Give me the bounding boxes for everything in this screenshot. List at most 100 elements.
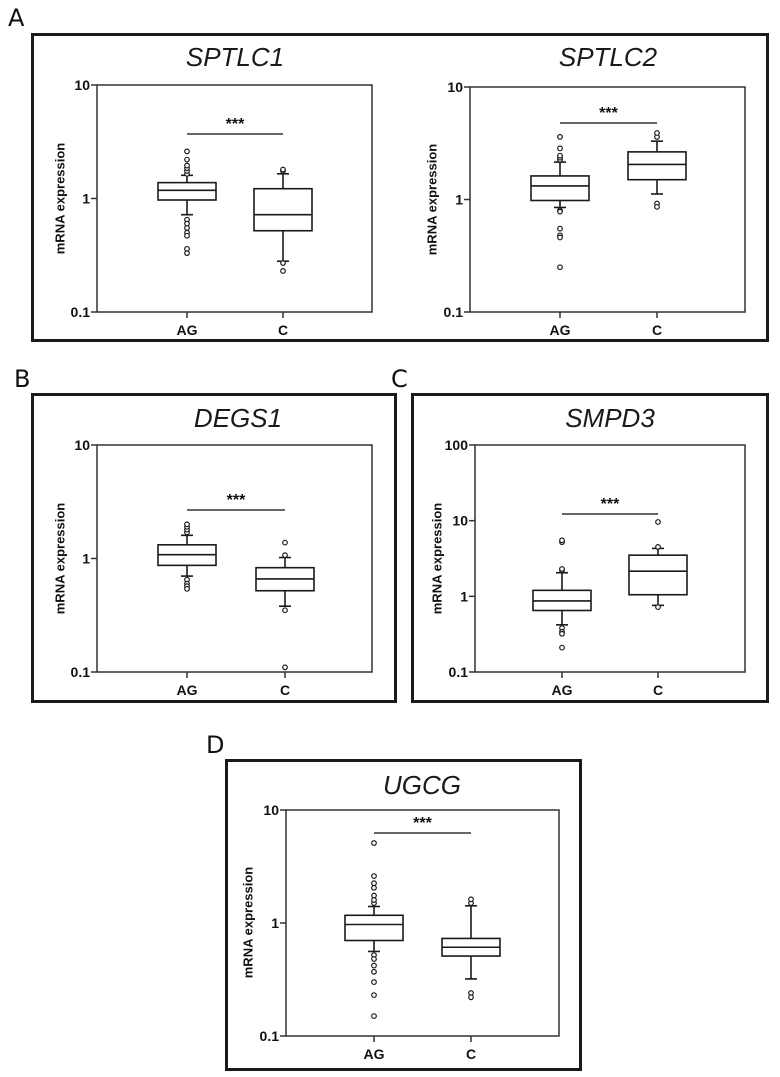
chart-title: SMPD3	[565, 403, 655, 433]
outlier-point	[557, 134, 563, 140]
box-c	[627, 130, 687, 210]
outlier-point	[184, 162, 190, 169]
outlier-point	[557, 145, 563, 152]
box-c	[441, 896, 501, 1001]
x-tick-label: AG	[364, 1046, 385, 1062]
outlier-point	[184, 585, 190, 592]
outlier-point	[655, 604, 661, 611]
y-tick-label: 0.1	[71, 664, 91, 680]
plot-area	[474, 444, 746, 673]
outlier-point	[371, 968, 377, 975]
significance-label: ***	[227, 492, 246, 509]
box-ag	[157, 148, 217, 257]
x-tick-label: C	[280, 682, 290, 698]
box-ag	[344, 840, 404, 1020]
outlier-point	[655, 519, 661, 525]
panel-b-frame	[31, 393, 397, 703]
outlier-point	[559, 644, 565, 651]
x-tick-label: AG	[177, 322, 198, 338]
outlier-point	[557, 234, 563, 241]
y-tick-label: 10	[263, 802, 279, 818]
significance-label: ***	[601, 496, 620, 513]
x-tick-label: AG	[177, 682, 198, 698]
chart-title: UGCG	[383, 770, 461, 800]
chart-title: SPTLC2	[558, 42, 658, 72]
outlier-point	[184, 521, 190, 528]
y-tick-label: 0.1	[71, 304, 91, 320]
y-tick-label: 100	[445, 437, 469, 453]
y-tick-label: 1	[82, 191, 90, 207]
y-tick-label: 1	[271, 915, 279, 931]
panel-d-frame	[225, 759, 582, 1071]
outlier-point	[371, 962, 377, 969]
outlier-point	[557, 208, 563, 215]
outlier-point	[371, 956, 377, 962]
outlier-point	[282, 539, 288, 546]
panel-letter-a: A	[8, 4, 25, 32]
y-tick-label: 1	[82, 551, 90, 567]
outlier-point	[184, 148, 190, 155]
outlier-point	[282, 552, 288, 559]
outlier-point	[654, 130, 660, 136]
box-ag	[530, 134, 590, 271]
outlier-point	[282, 664, 288, 671]
y-tick-label: 0.1	[449, 664, 469, 680]
outlier-point	[371, 1013, 377, 1020]
outlier-point	[654, 203, 660, 210]
panel-letter-c: C	[391, 365, 408, 393]
x-tick-label: C	[652, 322, 662, 338]
panel-letter-b: B	[14, 365, 31, 393]
chart-title: SPTLC1	[185, 42, 285, 72]
y-tick-label: 0.1	[260, 1028, 280, 1044]
outlier-point	[559, 566, 565, 572]
outlier-point	[468, 896, 474, 903]
box-c	[253, 166, 313, 274]
chart-title: DEGS1	[193, 403, 283, 433]
outlier-point	[184, 250, 190, 257]
y-tick-label: 10	[447, 79, 463, 95]
significance-label: ***	[599, 105, 618, 122]
outlier-point	[557, 152, 563, 159]
x-tick-label: AG	[552, 682, 573, 698]
panel-letter-d: D	[206, 731, 225, 759]
x-tick-label: AG	[550, 322, 571, 338]
outlier-point	[655, 544, 661, 550]
box-c	[628, 519, 688, 611]
outlier-point	[280, 166, 286, 173]
panel-c-frame	[411, 393, 769, 703]
outlier-point	[371, 992, 377, 999]
y-tick-label: 10	[452, 513, 468, 529]
box-ag	[532, 537, 592, 651]
plot-area	[285, 809, 560, 1037]
outlier-point	[371, 840, 377, 846]
outlier-point	[371, 884, 377, 891]
y-tick-label: 0.1	[444, 304, 464, 320]
outlier-point	[371, 873, 377, 880]
y-tick-label: 10	[74, 437, 90, 453]
outlier-point	[280, 260, 286, 266]
outlier-point	[468, 994, 474, 1001]
y-tick-label: 1	[455, 192, 463, 208]
outlier-point	[371, 892, 377, 899]
box-ag	[157, 521, 217, 592]
outlier-point	[371, 880, 377, 887]
outlier-point	[280, 268, 286, 274]
panel-a-frame	[31, 33, 769, 342]
outlier-point	[557, 225, 563, 232]
outlier-point	[371, 979, 377, 985]
outlier-point	[559, 537, 565, 544]
y-tick-label: 10	[74, 77, 90, 93]
x-tick-label: C	[466, 1046, 476, 1062]
outlier-point	[559, 630, 565, 637]
outlier-point	[282, 607, 288, 614]
significance-label: ***	[413, 815, 432, 832]
x-tick-label: C	[278, 322, 288, 338]
outlier-point	[184, 232, 190, 239]
box-c	[255, 539, 315, 671]
significance-label: ***	[226, 116, 245, 133]
outlier-point	[184, 156, 190, 163]
